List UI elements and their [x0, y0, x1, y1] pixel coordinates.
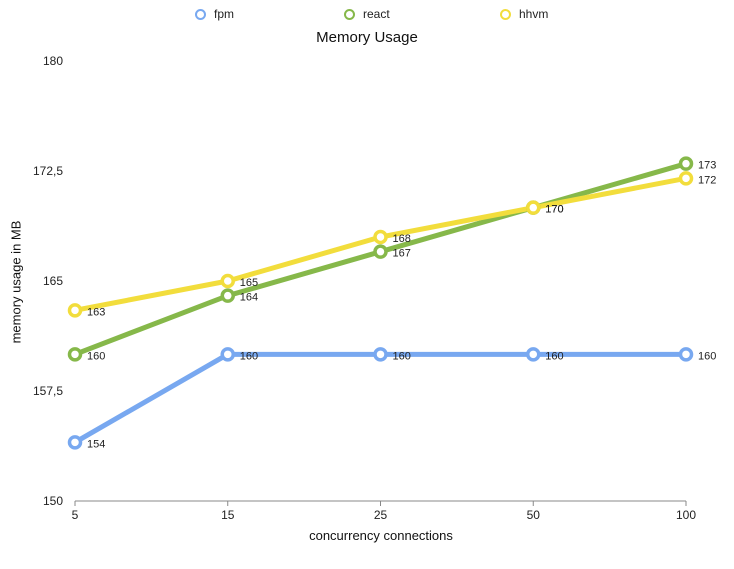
- data-point-hhvm: [220, 273, 235, 289]
- legend-marker-icon: [344, 8, 355, 20]
- legend-item-hhvm: hhvm: [500, 7, 548, 21]
- y-tick-label: 157,5: [33, 384, 63, 398]
- data-point-hhvm: [678, 171, 694, 186]
- legend: fpm react hhvm: [0, 7, 734, 25]
- data-point-react: [67, 347, 83, 362]
- data-point-fpm: [678, 347, 694, 362]
- data-label-react: 164: [240, 292, 258, 304]
- x-tick-label: 5: [72, 508, 79, 522]
- legend-marker-icon: [500, 8, 511, 20]
- data-point-hhvm: [526, 200, 541, 215]
- data-label-hhvm: 172: [698, 174, 716, 186]
- y-axis-label: memory usage in MB: [8, 220, 24, 344]
- data-point-react: [678, 156, 694, 171]
- data-label-fpm: 160: [393, 350, 411, 362]
- y-tick-label: 180: [43, 54, 63, 68]
- data-point-react: [220, 288, 235, 303]
- y-tick-label: 172,5: [33, 164, 63, 178]
- x-tick-label: 15: [221, 508, 235, 522]
- series-line-react: [72, 161, 689, 357]
- x-tick-label: 100: [676, 508, 696, 522]
- data-label-react: 167: [393, 248, 411, 260]
- data-label-fpm: 160: [240, 350, 258, 362]
- x-tick-label: 50: [527, 508, 541, 522]
- data-label-hhvm: 165: [240, 277, 258, 289]
- legend-label: hhvm: [519, 7, 549, 21]
- data-label-fpm: 154: [87, 438, 105, 450]
- legend-label: fpm: [214, 7, 235, 21]
- data-label-hhvm: 170: [545, 204, 563, 216]
- data-point-fpm: [373, 347, 388, 362]
- data-label-hhvm: 163: [87, 306, 105, 318]
- data-point-fpm: [67, 435, 83, 450]
- y-tick-label: 165: [43, 274, 63, 288]
- chart-title: Memory Usage: [316, 29, 418, 46]
- legend-item-react: react: [344, 7, 390, 21]
- data-point-hhvm: [67, 303, 83, 318]
- series-line-fpm: [72, 351, 689, 445]
- series-line-hhvm: [72, 175, 689, 313]
- data-point-fpm: [220, 347, 235, 362]
- legend-label: react: [363, 7, 390, 21]
- data-point-fpm: [526, 347, 541, 362]
- data-label-hhvm: 168: [393, 233, 411, 245]
- data-label-fpm: 160: [545, 350, 563, 362]
- legend-marker-icon: [195, 8, 206, 20]
- data-label-react: 160: [87, 350, 105, 362]
- y-tick-label: 150: [43, 494, 63, 508]
- data-point-react: [373, 244, 388, 259]
- x-tick-label: 25: [374, 508, 388, 522]
- data-point-hhvm: [373, 229, 388, 245]
- legend-item-fpm: fpm: [195, 7, 234, 21]
- x-axis-label: concurrency connections: [309, 528, 453, 543]
- data-label-react: 170: [545, 204, 563, 216]
- data-label-react: 173: [698, 160, 716, 172]
- data-label-fpm: 160: [698, 350, 716, 362]
